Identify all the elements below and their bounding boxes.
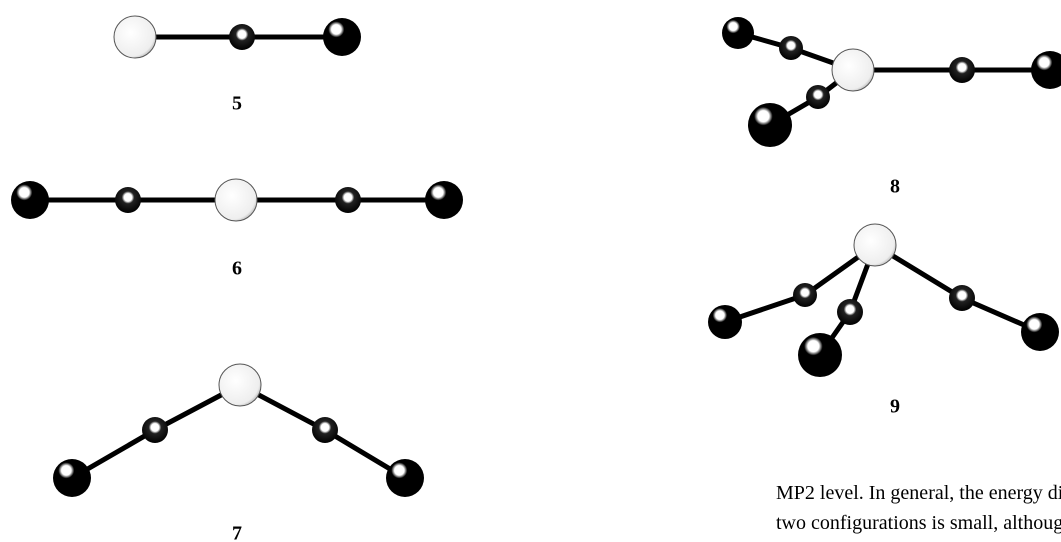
molecule [722, 17, 1061, 147]
page-figure: 5 6 7 8 9 MP2 level. In general, the ene… [0, 0, 1061, 542]
figure-label: 6 [232, 258, 242, 280]
figure-label: 5 [232, 93, 242, 115]
molecule [114, 16, 361, 58]
text-line: MP2 level. In general, the energy differ… [776, 482, 1061, 504]
molecule [53, 364, 424, 497]
page: 5 6 7 8 9 MP2 level. In general, the ene… [0, 0, 1061, 542]
figure-label: 8 [890, 176, 900, 198]
molecule [11, 179, 463, 221]
figure-label: 9 [890, 396, 900, 418]
text-line: two configurations is small, although th… [776, 512, 1061, 534]
molecule [708, 224, 1059, 377]
figure-label: 7 [232, 523, 242, 542]
